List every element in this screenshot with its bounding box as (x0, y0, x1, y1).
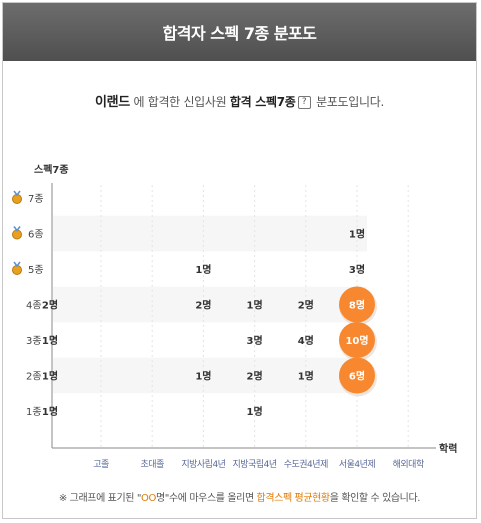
footer-part1: ※ 그래프에 표기된 " (58, 493, 142, 504)
medal-ribbon-icon (13, 226, 21, 232)
data-bubble (339, 286, 375, 323)
intro-text: 이랜드 에 합격한 신입사원 합격 스펙7종? 분포도입니다. (3, 91, 476, 110)
x-tick-label: 서울4년제 (339, 459, 376, 470)
x-tick-label: 고졸 (93, 459, 109, 470)
data-label: 1명 (42, 405, 58, 418)
x-tick-label: 초대졸 (141, 459, 165, 470)
x-tick-label: 지방사립4년 (181, 459, 225, 470)
row-band (53, 286, 367, 323)
x-tick-label: 해외대학 (393, 458, 424, 470)
y-tick-label: 6종 (28, 229, 44, 241)
data-label: 2명 (247, 370, 263, 383)
data-label: 3명 (349, 263, 365, 276)
data-label: 1명 (349, 228, 365, 241)
data-label: 10명 (345, 334, 368, 347)
row-band (53, 215, 367, 252)
help-icon[interactable]: ? (297, 96, 311, 109)
data-label: 1명 (298, 370, 314, 383)
y-tick-label: 3종 (26, 335, 42, 347)
footer-part3: 을 확인할 수 있습니다. (329, 493, 421, 504)
y-tick-label: 7종 (28, 193, 44, 205)
data-label: 1명 (195, 263, 211, 276)
data-label: 6명 (349, 370, 365, 383)
data-label: 3명 (247, 334, 263, 347)
data-label: 1명 (195, 370, 211, 383)
y-tick-label: 4종 (26, 300, 42, 312)
data-label: 2명 (42, 299, 58, 312)
data-bubble (339, 357, 375, 394)
footer-highlight: 합격스펙 평균현황 (256, 493, 331, 504)
x-tick-label: 수도권4년제 (284, 458, 328, 470)
distribution-panel: 합격자 스펙 7종 분포도 이랜드 에 합격한 신입사원 합격 스펙7종? 분포… (2, 2, 477, 519)
x-axis-title: 학력 (439, 442, 457, 455)
x-tick-label: 지방국립4년 (233, 459, 277, 470)
medal-ribbon-icon (13, 261, 21, 268)
y-tick-label: 2종 (26, 371, 42, 383)
data-label: 2명 (195, 299, 211, 312)
data-label: 1명 (247, 405, 263, 418)
y-tick-label: 1종 (26, 406, 42, 418)
y-tick-label: 5종 (28, 264, 44, 276)
intro-highlight: 합격 스펙7종 (229, 95, 296, 109)
data-label: 2명 (298, 299, 314, 312)
footer-part2: 명"수에 마우스를 올리면 (156, 493, 257, 504)
intro-text-part1: 에 합격한 신입사원 (129, 95, 230, 109)
data-label: 4명 (298, 334, 314, 347)
footer-note: ※ 그래프에 표기된 "OO명"수에 마우스를 올리면 합격스펙 평균현황을 확… (3, 489, 476, 504)
data-label: 1명 (247, 299, 263, 312)
footer-circles: OO (141, 493, 156, 504)
data-label: 8명 (349, 299, 365, 312)
y-axis-title: 스펙7종 (34, 163, 69, 176)
data-label: 1명 (42, 334, 58, 347)
panel-title: 합격자 스펙 7종 분포도 (3, 3, 476, 61)
data-bubble (339, 322, 375, 358)
medal-ribbon-icon (13, 190, 21, 197)
data-label: 1명 (42, 370, 58, 383)
intro-text-part2: 분포도입니다. (312, 95, 385, 109)
row-band (53, 357, 367, 394)
brand-name: 이랜드 (94, 95, 130, 110)
